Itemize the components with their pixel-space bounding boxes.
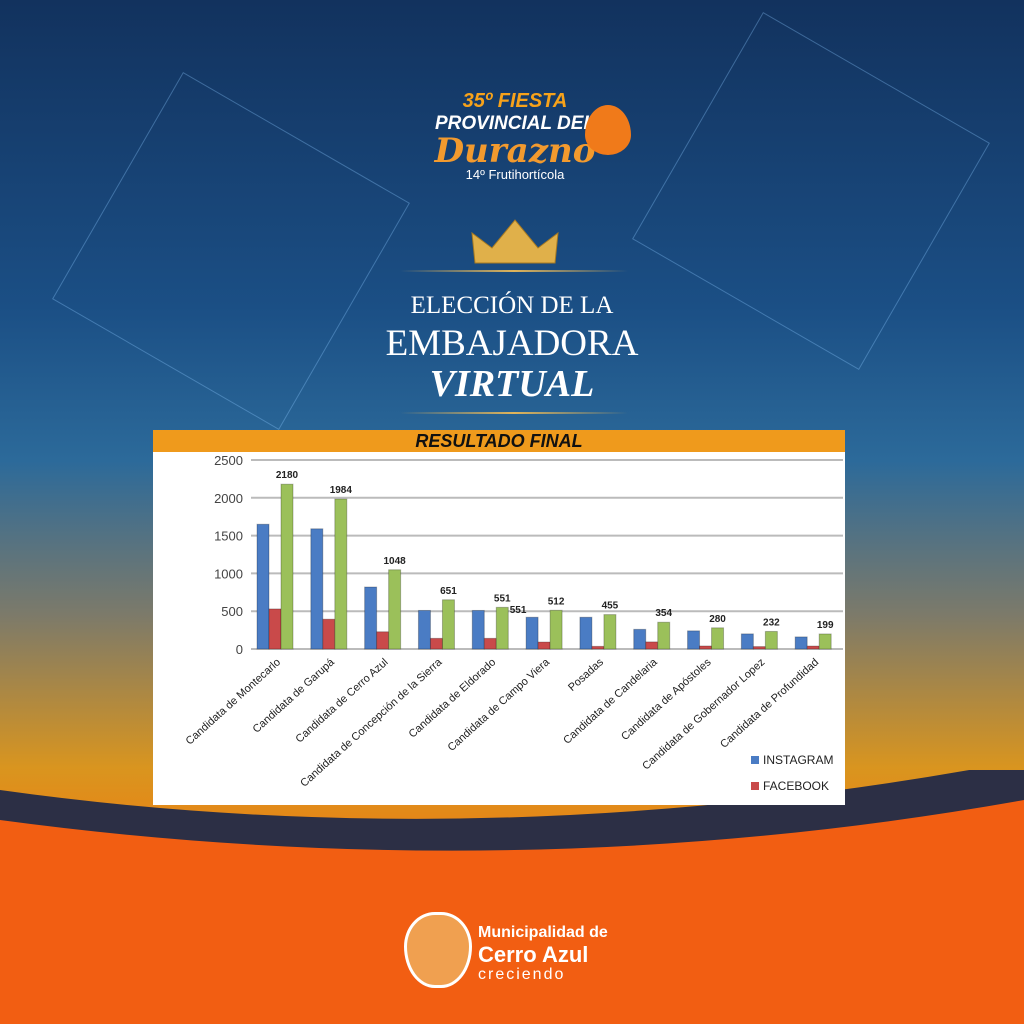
festival-name: Durazno (434, 131, 596, 171)
bar-instagram (310, 528, 324, 650)
edition: 35º FIESTA (462, 90, 568, 112)
title-line3: VIRTUAL (429, 363, 595, 405)
x-tick-label: Posadas (566, 656, 606, 694)
footer-line2: Cerro Azul (478, 942, 589, 967)
title-line2: EMBAJADORA (385, 323, 639, 364)
bar-facebook (806, 645, 820, 650)
data-label: 280 (709, 614, 726, 625)
data-label: 1048 (384, 556, 407, 567)
bar-total (334, 498, 348, 650)
x-tick-label: Candidata de Candelaria (561, 656, 660, 747)
bar-facebook (322, 618, 336, 650)
bar-total (549, 609, 563, 650)
location-pin-icon (404, 912, 472, 988)
municipality-logo: Municipalidad de Cerro Azul creciendo (400, 912, 660, 1002)
bar-facebook (699, 645, 713, 650)
x-tick-label: Candidata de Cerro Azul (294, 656, 391, 745)
data-label: 551 (494, 593, 511, 604)
bar-chart: 0 500 1000 1500 2000 2500 2180 1984 1048 651 551 51… (184, 453, 843, 819)
bar-total (441, 599, 455, 650)
bar-instagram (633, 628, 647, 650)
data-label: 199 (817, 620, 834, 631)
divider (400, 270, 628, 272)
bar-instagram (471, 609, 485, 650)
title-line1: ELECCIÓN DE LA (410, 292, 614, 319)
peach-icon (585, 105, 631, 155)
bar-total (495, 606, 509, 650)
chart-panel: RESULTADO FINAL 0 500 1000 1500 2000 2500 2180… (153, 430, 845, 819)
data-label: 651 (440, 586, 457, 597)
y-tick-label: 2000 (214, 491, 243, 506)
bar-total (657, 621, 671, 650)
x-tick-label: Candidata de Campo Viera (446, 656, 553, 754)
divider (400, 412, 628, 414)
bar-facebook (752, 646, 766, 650)
bar-instagram (794, 636, 808, 650)
y-tick-label: 2500 (214, 453, 243, 468)
bar-instagram (579, 616, 593, 650)
bar-total (388, 569, 402, 650)
bar-facebook (537, 641, 551, 650)
bar-instagram (417, 609, 431, 650)
bar-facebook (268, 608, 282, 650)
data-label: 232 (763, 617, 780, 628)
festival-subtitle: 14º Frutihortícola (465, 167, 565, 182)
bar-total (603, 614, 617, 650)
bar-total (280, 483, 294, 650)
bar-instagram (687, 630, 701, 650)
crown-icon (471, 219, 559, 264)
data-label: 354 (655, 608, 672, 619)
x-tick-label: Candidata de Apóstoles (619, 656, 714, 743)
swoosh-decoration (0, 770, 1024, 1024)
footer-line3: creciendo (478, 966, 566, 983)
bar-facebook (429, 637, 443, 650)
bar-facebook (645, 641, 659, 650)
x-tick-label: Candidata de Profundidad (718, 656, 821, 750)
data-label: 2180 (276, 470, 299, 481)
bar-total (711, 627, 725, 650)
bar-instagram (364, 586, 378, 650)
data-label: 1984 (330, 485, 353, 496)
bar-total (764, 630, 778, 650)
legend-swatch (751, 756, 759, 764)
x-tick-label: Candidata de Eldorado (407, 656, 499, 740)
bar-instagram (740, 633, 754, 650)
data-label: 512 (548, 596, 565, 607)
y-tick-label: 0 (236, 642, 243, 657)
bar-instagram (256, 523, 270, 650)
y-tick-label: 1000 (214, 566, 243, 581)
bar-facebook (483, 637, 497, 650)
y-tick-label: 1500 (214, 529, 243, 544)
festival-logo: 35º FIESTA PROVINCIAL DEL Durazno 14º Fr… (390, 90, 640, 182)
chart-title: RESULTADO FINAL (153, 430, 845, 452)
legend-swatch (751, 782, 759, 790)
bar-instagram (525, 616, 539, 650)
y-tick-label: 500 (221, 604, 243, 619)
legend-label: INSTAGRAM (763, 753, 833, 767)
bar-total (818, 633, 832, 650)
data-label: 455 (602, 601, 619, 612)
bar-facebook (376, 631, 390, 650)
x-tick-label: Candidata de Montecarlo (184, 656, 283, 747)
bar-facebook (591, 645, 605, 650)
festival-line: PROVINCIAL DEL (434, 113, 596, 134)
annotation-label: 551 (510, 605, 527, 616)
footer-line1: Municipalidad de (478, 924, 608, 941)
legend-label: FACEBOOK (763, 779, 829, 793)
